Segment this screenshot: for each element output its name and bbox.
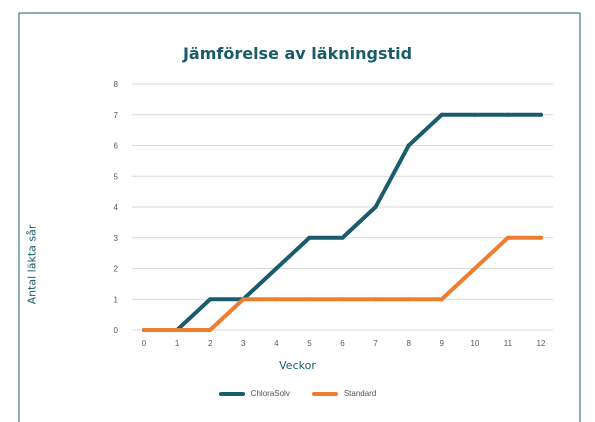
y-tick-label-0: 0 — [114, 326, 119, 335]
y-tick-label-7: 7 — [114, 111, 119, 120]
y-tick-label-4: 4 — [114, 203, 119, 212]
data-point-chlorasolv-5 — [307, 235, 312, 240]
data-point-standard-4 — [274, 297, 279, 302]
y-tick-label-8: 8 — [114, 80, 119, 89]
data-point-chlorasolv-2 — [208, 297, 213, 302]
y-axis-label: Antal läkta sår — [25, 224, 39, 305]
y-tick-label-1: 1 — [114, 295, 119, 304]
data-point-standard-10 — [472, 266, 477, 271]
data-point-standard-3 — [241, 297, 246, 302]
data-point-standard-9 — [439, 297, 444, 302]
x-tick-label-12: 12 — [537, 339, 546, 348]
legend-label-standard: Standard — [343, 389, 377, 398]
legend: ChloraSolv Standard — [0, 389, 595, 398]
data-point-chlorasolv-11 — [505, 112, 510, 117]
series-layer — [142, 112, 543, 332]
data-point-standard-7 — [373, 297, 378, 302]
y-tick-label-2: 2 — [114, 265, 119, 274]
legend-item-standard: Standard — [311, 389, 377, 398]
legend-label-chlorasolv: ChloraSolv — [250, 389, 290, 398]
y-tick-label-3: 3 — [114, 234, 119, 243]
data-point-standard-12 — [539, 235, 543, 240]
data-point-chlorasolv-8 — [406, 143, 411, 148]
x-tick-label-10: 10 — [470, 339, 479, 348]
legend-swatch-chlorasolv — [218, 391, 245, 396]
x-tick-label-11: 11 — [504, 339, 513, 348]
legend-swatch-standard — [311, 391, 338, 396]
grid-layer — [132, 83, 553, 331]
x-tick-labels: 0 1 2 3 4 5 6 7 8 9 10 11 12 — [142, 339, 546, 348]
data-point-standard-2 — [208, 328, 213, 332]
data-point-chlorasolv-7 — [373, 205, 378, 209]
y-tick-label-6: 6 — [114, 142, 119, 151]
data-point-standard-5 — [307, 297, 312, 302]
legend-item-chlorasolv: ChloraSolv — [218, 389, 290, 398]
y-tick-label-5: 5 — [114, 172, 119, 181]
x-axis-label: Veckor — [279, 359, 316, 372]
data-point-chlorasolv-10 — [472, 112, 477, 117]
data-point-chlorasolv-12 — [539, 112, 543, 117]
x-tick-label-3: 3 — [241, 339, 246, 348]
chart-title: Jämförelse av läkningstid — [182, 44, 413, 63]
x-tick-label-2: 2 — [208, 339, 213, 348]
series-line-standard — [142, 235, 543, 332]
x-tick-label-1: 1 — [175, 339, 180, 348]
data-point-standard-1 — [175, 328, 180, 332]
x-tick-label-4: 4 — [274, 339, 279, 348]
x-tick-label-5: 5 — [307, 339, 312, 348]
data-point-standard-0 — [142, 328, 146, 332]
data-point-chlorasolv-4 — [274, 266, 279, 271]
x-tick-label-7: 7 — [373, 339, 378, 348]
x-tick-label-6: 6 — [340, 339, 345, 348]
y-tick-labels: 0 1 2 3 4 5 6 7 8 — [114, 80, 119, 335]
data-point-standard-6 — [340, 297, 345, 302]
data-point-chlorasolv-6 — [340, 235, 345, 240]
x-tick-label-8: 8 — [406, 339, 411, 348]
data-point-chlorasolv-9 — [439, 112, 444, 117]
data-point-standard-11 — [505, 235, 510, 240]
data-point-standard-8 — [406, 297, 411, 302]
x-tick-label-9: 9 — [440, 339, 445, 348]
x-tick-label-0: 0 — [142, 339, 147, 348]
